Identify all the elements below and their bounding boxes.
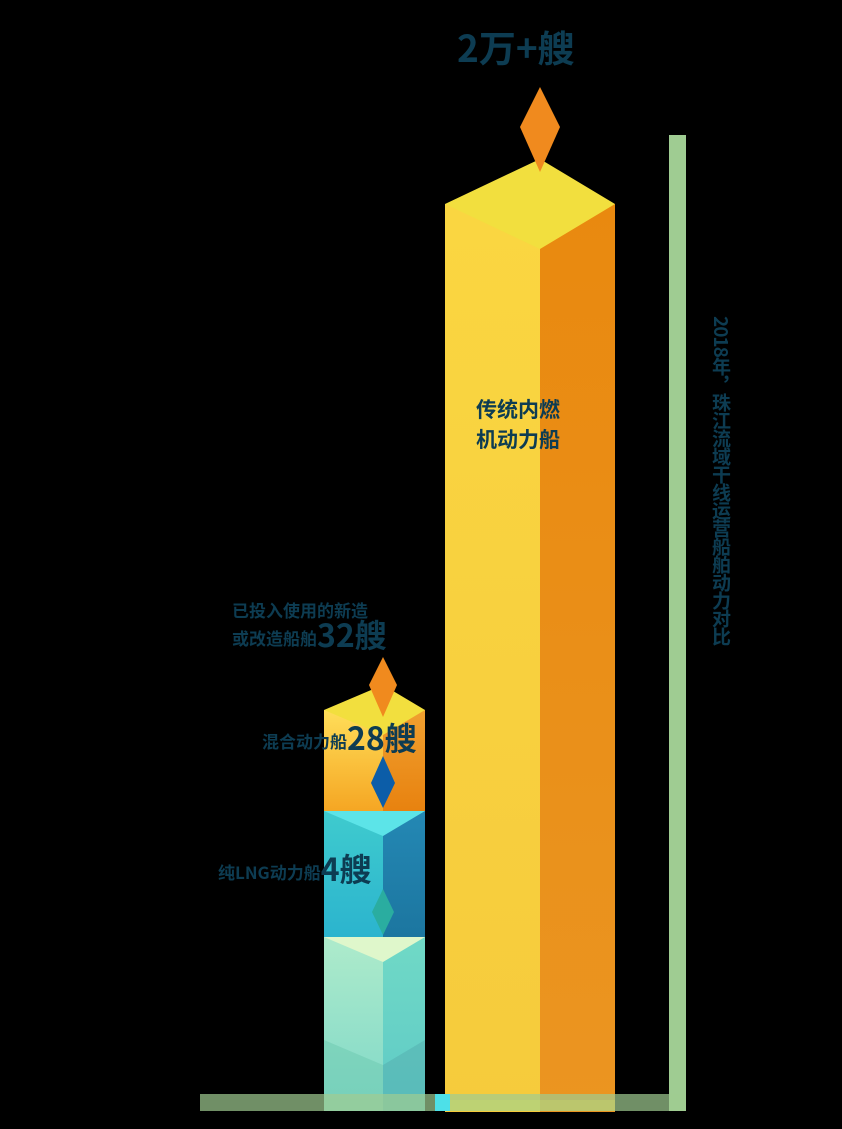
svg-text:2万+艘: 2万+艘 bbox=[457, 19, 575, 73]
svg-text:传统内燃: 传统内燃 bbox=[476, 394, 560, 424]
svg-text:机动力船: 机动力船 bbox=[476, 424, 560, 454]
svg-text:纯LNG动力船4艘: 纯LNG动力船4艘 bbox=[218, 845, 372, 891]
